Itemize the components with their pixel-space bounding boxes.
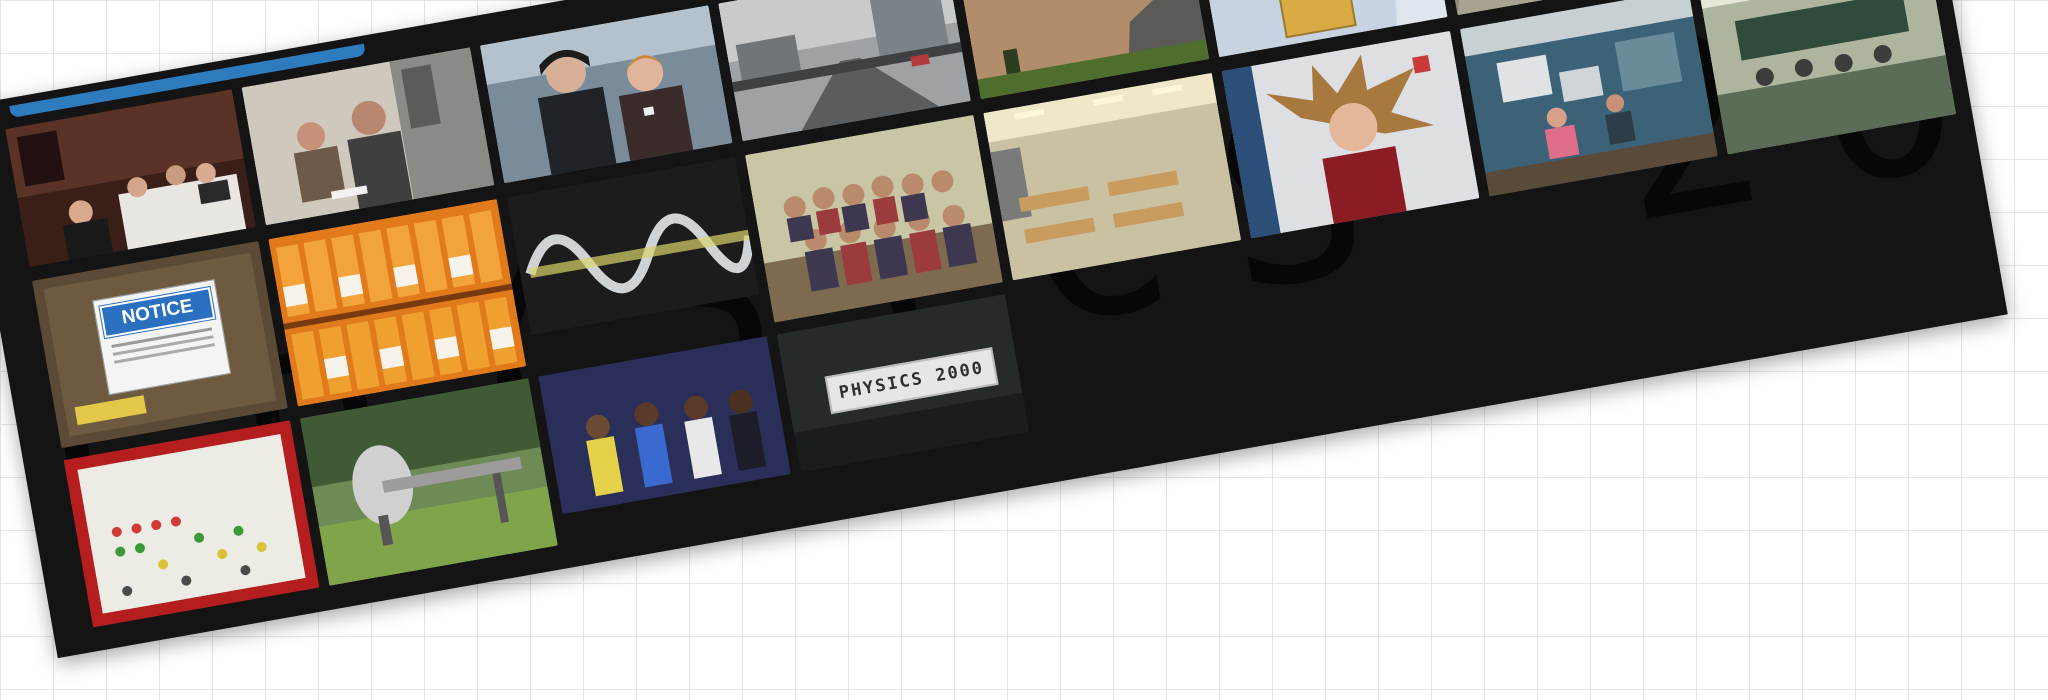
street-scene-photo[interactable]: [718, 0, 971, 142]
bottles-shelf-photo[interactable]: [268, 198, 527, 407]
lecture-hall-photo[interactable]: [1698, 0, 1957, 155]
gold-slide-photo[interactable]: [1194, 0, 1448, 58]
spring-coil-photo[interactable]: [506, 156, 760, 336]
group-photo[interactable]: [744, 114, 1003, 323]
physics-2000-sign-photo[interactable]: PHYSICS 2000: [776, 294, 1030, 473]
dinner-party-photo[interactable]: [5, 89, 257, 268]
two-people-portrait-photo[interactable]: [479, 5, 733, 184]
notice-sign-photo[interactable]: NOTICE: [31, 240, 288, 449]
static-hair-photo[interactable]: [1221, 30, 1480, 239]
photo-collage-board: PHYSICS 2000 NOTICE: [0, 0, 2008, 659]
performers-photo[interactable]: [538, 336, 791, 515]
game-screen-photo[interactable]: [956, 0, 1210, 100]
sculpture-lawn-photo[interactable]: [299, 378, 558, 586]
lab-two-men-photo[interactable]: [241, 47, 495, 226]
classroom-photo[interactable]: [983, 72, 1242, 281]
led-board-photo[interactable]: [63, 420, 320, 628]
lab-equipment-photo[interactable]: [1459, 0, 1718, 197]
